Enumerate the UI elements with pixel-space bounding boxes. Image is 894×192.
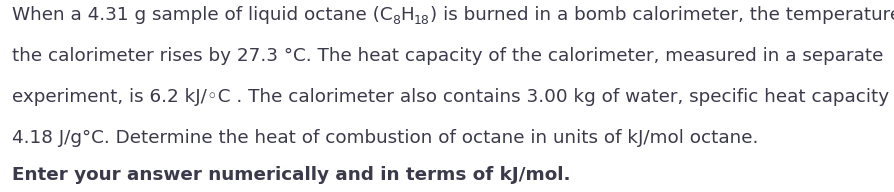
Text: When a 4.31 g sample of liquid octane (C: When a 4.31 g sample of liquid octane (C xyxy=(12,6,392,24)
Text: 8: 8 xyxy=(392,14,400,27)
Text: 18: 18 xyxy=(413,14,429,27)
Text: Enter your answer numerically and in terms of kJ/mol.: Enter your answer numerically and in ter… xyxy=(12,166,569,184)
Text: H: H xyxy=(400,6,413,24)
Text: the calorimeter rises by 27.3 °C. The heat capacity of the calorimeter, measured: the calorimeter rises by 27.3 °C. The he… xyxy=(12,47,882,65)
Text: 4.18 J/g°C. Determine the heat of combustion of octane in units of kJ/mol octane: 4.18 J/g°C. Determine the heat of combus… xyxy=(12,129,757,147)
Text: ) is burned in a bomb calorimeter, the temperature of: ) is burned in a bomb calorimeter, the t… xyxy=(429,6,894,24)
Text: experiment, is 6.2 kJ/◦C . The calorimeter also contains 3.00 kg of water, speci: experiment, is 6.2 kJ/◦C . The calorimet… xyxy=(12,88,894,106)
